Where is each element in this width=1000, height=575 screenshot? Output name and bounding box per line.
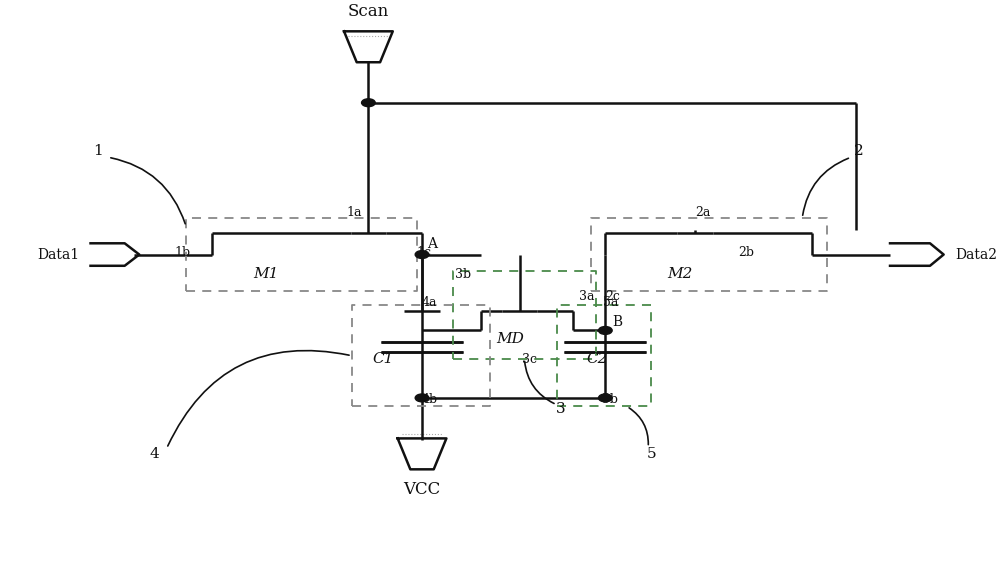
Circle shape <box>598 394 612 402</box>
Text: 4b: 4b <box>422 393 438 405</box>
Text: 3: 3 <box>556 402 565 416</box>
Text: 5a: 5a <box>603 296 618 309</box>
Text: Scan: Scan <box>348 3 389 20</box>
Text: MD: MD <box>496 332 524 346</box>
Circle shape <box>415 251 429 259</box>
Text: 3b: 3b <box>455 268 471 281</box>
Text: Data2: Data2 <box>955 248 997 262</box>
Text: 3a: 3a <box>579 290 595 303</box>
Text: 2a: 2a <box>695 206 711 219</box>
Text: 2b: 2b <box>738 246 754 259</box>
Text: C2: C2 <box>587 351 608 366</box>
Text: 1c: 1c <box>416 246 431 259</box>
Text: 5b: 5b <box>602 393 618 405</box>
Text: 5: 5 <box>646 447 656 461</box>
Text: VCC: VCC <box>403 481 441 497</box>
Text: Data1: Data1 <box>37 248 79 262</box>
Text: C1: C1 <box>372 351 394 366</box>
Circle shape <box>598 327 612 335</box>
Text: 4a: 4a <box>422 296 438 309</box>
Text: 4: 4 <box>149 447 159 461</box>
Text: 2: 2 <box>854 144 864 158</box>
Text: 1a: 1a <box>346 206 362 219</box>
Text: 2c: 2c <box>605 290 620 303</box>
Text: 1: 1 <box>93 144 103 158</box>
Circle shape <box>362 99 375 106</box>
Text: M1: M1 <box>253 267 279 281</box>
Circle shape <box>415 394 429 402</box>
Text: B: B <box>612 315 622 329</box>
Text: 3c: 3c <box>522 353 537 366</box>
Text: 1b: 1b <box>175 246 191 259</box>
Text: M2: M2 <box>668 267 693 281</box>
Text: A: A <box>427 237 437 251</box>
